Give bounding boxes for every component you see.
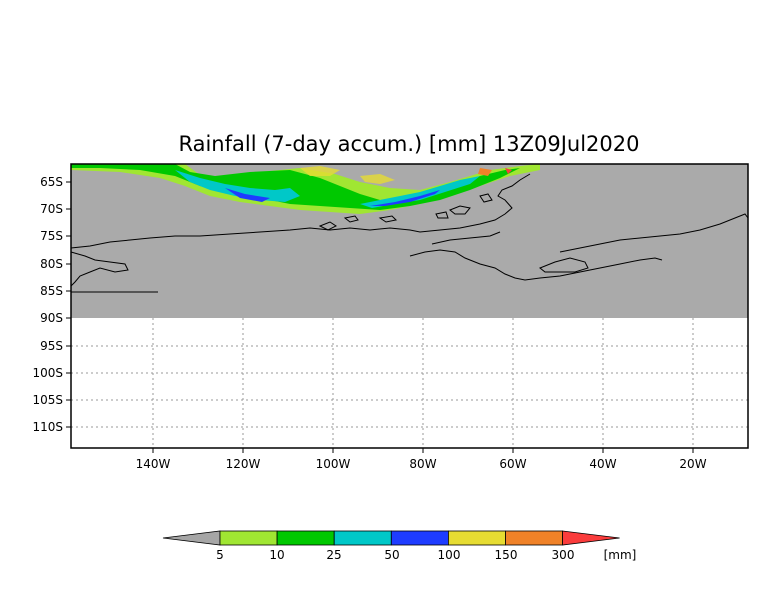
lon-label: 80W (409, 457, 436, 471)
colorbar-swatch (219, 530, 278, 546)
lon-label: 40W (589, 457, 616, 471)
colorbar-swatch (390, 530, 449, 546)
colorbar-unit: [mm] (604, 548, 637, 562)
lat-label: 100S (32, 366, 63, 380)
lat-label: 95S (40, 339, 63, 353)
colorbar-swatches (162, 530, 620, 546)
gridlines (71, 318, 748, 448)
lon-label: 140W (136, 457, 171, 471)
lat-label: 80S (40, 257, 63, 271)
colorbar-label: 10 (269, 548, 284, 562)
lat-label: 85S (40, 284, 63, 298)
map-frame (70, 163, 749, 449)
colorbar-swatch (162, 530, 221, 546)
colorbar-swatch (333, 530, 392, 546)
land-mask-region (71, 164, 748, 318)
lon-label: 20W (679, 457, 706, 471)
lon-label: 100W (316, 457, 351, 471)
colorbar-labels: 5 10 25 50 100 150 300 [mm] (216, 548, 636, 562)
map-plot-area (66, 163, 749, 453)
colorbar-label: 300 (552, 548, 575, 562)
colorbar: 5 10 25 50 100 150 300 [mm] (162, 530, 636, 562)
colorbar-swatch (276, 530, 335, 546)
colorbar-label: 150 (495, 548, 518, 562)
lat-label: 75S (40, 229, 63, 243)
map-title: Rainfall (7-day accum.) [mm] 13Z09Jul202… (178, 132, 639, 156)
colorbar-swatch (447, 530, 506, 546)
colorbar-label: 100 (438, 548, 461, 562)
lat-label: 65S (40, 175, 63, 189)
ocean-empty-region (71, 318, 748, 448)
colorbar-label: 25 (326, 548, 341, 562)
axis-ticks (66, 181, 694, 453)
lat-label: 90S (40, 311, 63, 325)
lat-label: 70S (40, 202, 63, 216)
colorbar-label: 5 (216, 548, 224, 562)
lon-label: 120W (226, 457, 261, 471)
colorbar-label: 50 (384, 548, 399, 562)
lat-labels: 65S 70S 75S 80S 85S 90S 95S 100S 105S 11… (32, 175, 63, 434)
lon-labels: 140W 120W 100W 80W 60W 40W 20W (136, 457, 707, 471)
lon-label: 60W (499, 457, 526, 471)
rainfall-shading (71, 164, 540, 214)
lat-label: 110S (32, 420, 63, 434)
coastlines (70, 173, 749, 293)
lat-label: 105S (32, 393, 63, 407)
colorbar-swatch (505, 530, 563, 546)
colorbar-swatch (562, 530, 620, 546)
